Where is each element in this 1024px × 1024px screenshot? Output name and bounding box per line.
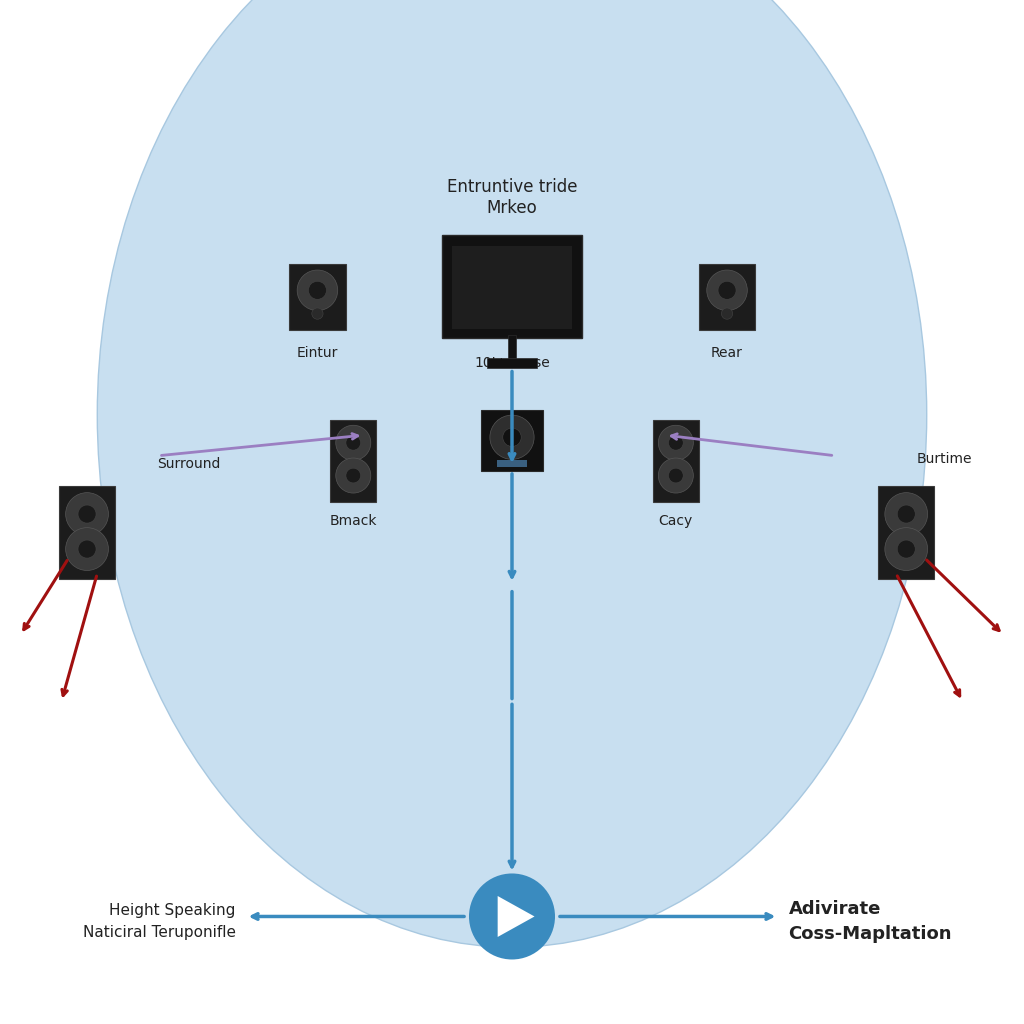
Text: Adivirate
Coss-Mapltation: Adivirate Coss-Mapltation <box>788 900 952 943</box>
Circle shape <box>658 425 693 461</box>
Circle shape <box>721 308 732 319</box>
Text: 10I+-mose: 10I+-mose <box>474 356 550 371</box>
FancyBboxPatch shape <box>508 336 516 358</box>
Circle shape <box>489 415 535 460</box>
FancyBboxPatch shape <box>653 420 699 502</box>
Circle shape <box>308 282 327 299</box>
FancyBboxPatch shape <box>481 410 543 471</box>
Circle shape <box>885 493 928 536</box>
Ellipse shape <box>97 0 927 947</box>
Text: Eintur: Eintur <box>297 346 338 360</box>
Text: Rear: Rear <box>711 346 743 360</box>
Ellipse shape <box>394 261 630 568</box>
Text: Bmack: Bmack <box>330 514 377 528</box>
Circle shape <box>336 425 371 461</box>
Text: Burtime: Burtime <box>916 452 972 466</box>
Circle shape <box>346 435 360 451</box>
FancyBboxPatch shape <box>289 264 345 330</box>
Circle shape <box>66 527 109 570</box>
Circle shape <box>78 505 96 523</box>
FancyBboxPatch shape <box>59 486 116 579</box>
Circle shape <box>311 308 324 319</box>
FancyBboxPatch shape <box>879 486 935 579</box>
FancyBboxPatch shape <box>698 264 756 330</box>
Ellipse shape <box>246 72 778 758</box>
Text: Entruntive tride
Mrkeo: Entruntive tride Mrkeo <box>446 178 578 217</box>
Circle shape <box>669 435 683 451</box>
Circle shape <box>336 458 371 494</box>
Ellipse shape <box>323 169 701 660</box>
Circle shape <box>897 540 915 558</box>
Circle shape <box>297 270 338 310</box>
Text: Height Speaking
Naticiral Teruponifle: Height Speaking Naticiral Teruponifle <box>83 903 236 940</box>
Circle shape <box>346 468 360 483</box>
FancyBboxPatch shape <box>330 420 376 502</box>
FancyBboxPatch shape <box>442 236 582 338</box>
FancyBboxPatch shape <box>497 460 527 467</box>
Circle shape <box>503 428 521 446</box>
Circle shape <box>66 493 109 536</box>
FancyBboxPatch shape <box>486 358 538 369</box>
Text: Cacy: Cacy <box>658 514 693 528</box>
Text: Surround: Surround <box>157 457 220 471</box>
Ellipse shape <box>169 0 855 855</box>
Polygon shape <box>498 896 535 937</box>
Circle shape <box>718 282 736 299</box>
Circle shape <box>897 505 915 523</box>
Circle shape <box>669 468 683 483</box>
Circle shape <box>885 527 928 570</box>
Circle shape <box>658 458 693 494</box>
Circle shape <box>707 270 748 310</box>
Circle shape <box>78 540 96 558</box>
Circle shape <box>469 873 555 959</box>
FancyBboxPatch shape <box>452 247 572 330</box>
